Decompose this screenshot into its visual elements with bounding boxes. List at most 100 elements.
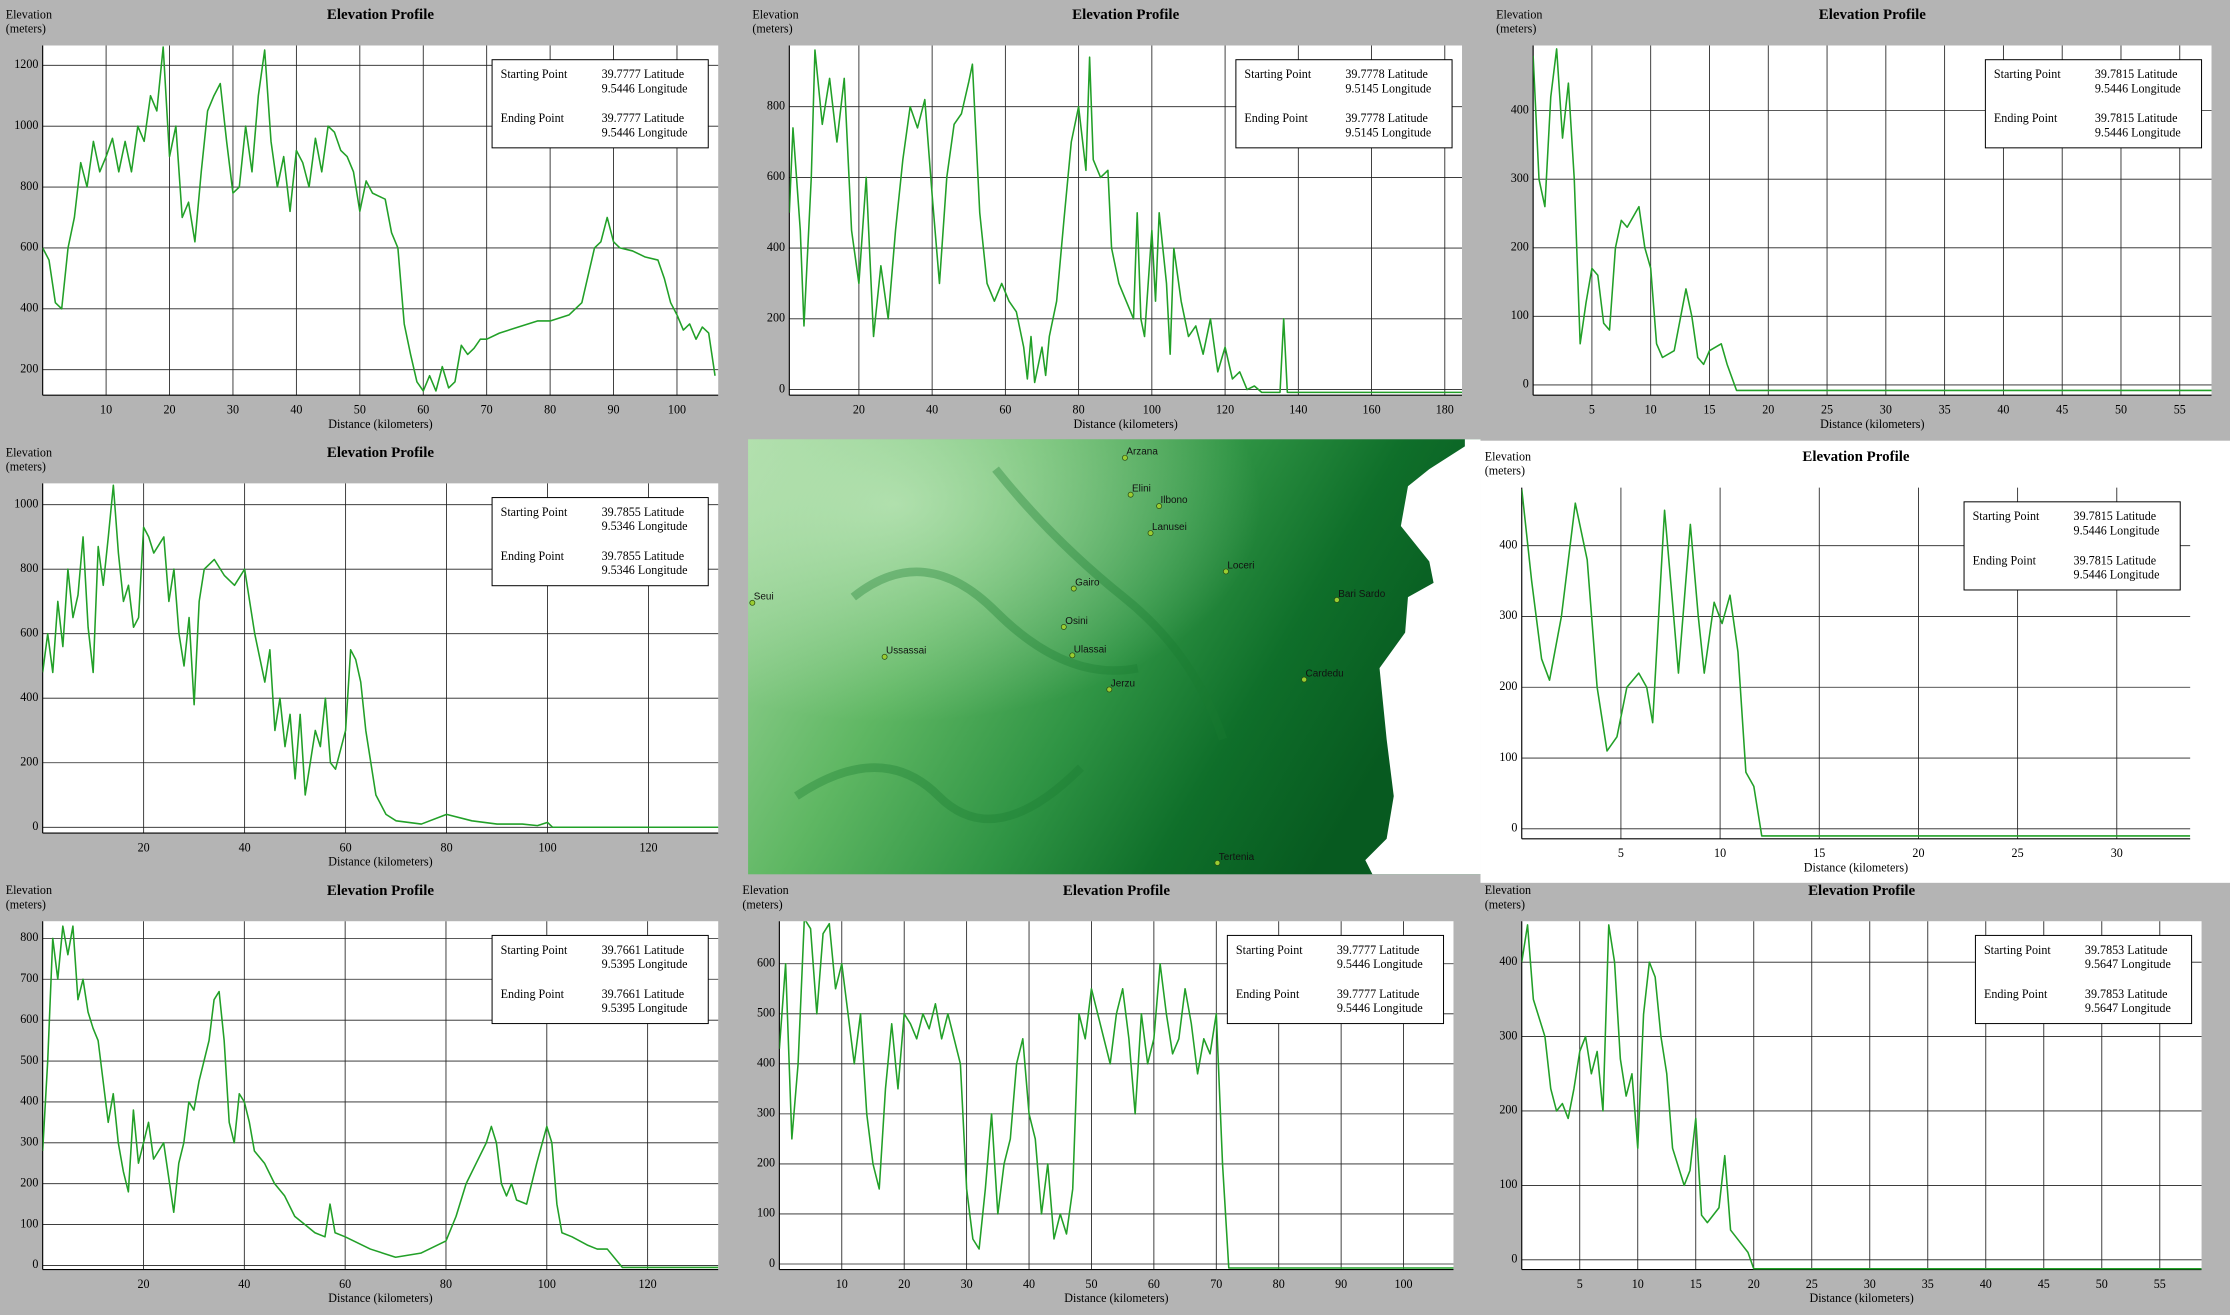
place-marker — [1106, 686, 1113, 693]
x-tick-label: 100 — [538, 1277, 556, 1291]
info-box — [1974, 934, 2193, 1025]
x-tick-label: 20 — [137, 1277, 149, 1291]
x-tick-label: 90 — [608, 403, 620, 417]
y-axis-label: (meters) — [6, 897, 46, 911]
y-tick-label: 400 — [1511, 102, 1529, 116]
elevation-line — [1521, 924, 2202, 1270]
y-axis-label: Elevation — [6, 445, 52, 459]
x-tick-label: 15 — [1813, 846, 1825, 860]
y-axis-label: (meters) — [1496, 22, 1536, 36]
chart-title: Elevation Profile — [327, 7, 434, 23]
x-tick-label: 10 — [1645, 403, 1657, 417]
y-tick-label: 700 — [20, 971, 38, 985]
y-axis-label: (meters) — [1485, 897, 1525, 911]
info-text: Ending Point — [501, 987, 565, 1001]
x-tick-label: 5 — [1618, 846, 1624, 860]
y-tick-label: 200 — [20, 361, 38, 375]
y-tick-label: 200 — [1499, 679, 1517, 693]
x-tick-label: 30 — [961, 1277, 973, 1291]
chart-title: Elevation Profile — [1819, 7, 1926, 23]
info-text: 9.5395 Longitude — [602, 1001, 688, 1015]
info-box — [491, 934, 709, 1025]
x-tick-label: 10 — [836, 1277, 848, 1291]
chart-title: Elevation Profile — [1802, 449, 1909, 465]
elevation-chart: Elevation Profile Elevation(meters) Distan… — [6, 7, 719, 431]
elevation-chart: Elevation Profile Elevation(meters) Distan… — [6, 445, 719, 869]
info-text: 9.5446 Longitude — [602, 81, 688, 95]
y-tick-label: 600 — [20, 240, 38, 254]
elevation-line — [779, 921, 1454, 1269]
x-tick-label: 30 — [1864, 1277, 1876, 1291]
y-tick-label: 600 — [20, 625, 38, 639]
y-tick-label: 800 — [20, 930, 38, 944]
info-text: Starting Point — [501, 943, 568, 957]
info-text: 39.7777 Latitude — [1337, 943, 1420, 957]
y-tick-label: 200 — [20, 755, 38, 769]
y-tick-label: 800 — [20, 561, 38, 575]
info-text: Ending Point — [1994, 111, 2058, 125]
x-axis-label: Distance (kilometers) — [328, 1291, 432, 1305]
x-tick-label: 50 — [1085, 1277, 1097, 1291]
x-tick-label: 70 — [1210, 1277, 1222, 1291]
chart-title: Elevation Profile — [327, 883, 434, 899]
info-text: 39.7815 Latitude — [2095, 67, 2178, 81]
x-tick-label: 40 — [238, 1277, 250, 1291]
place-marker — [881, 653, 888, 660]
y-tick-label: 200 — [757, 1156, 775, 1170]
x-tick-label: 80 — [440, 1277, 452, 1291]
y-tick-label: 400 — [1499, 954, 1517, 968]
x-tick-label: 40 — [239, 840, 251, 854]
info-text: 39.7855 Latitude — [602, 505, 685, 519]
x-tick-label: 50 — [2115, 403, 2127, 417]
y-axis-label: (meters) — [1485, 464, 1525, 478]
info-box — [1226, 934, 1445, 1025]
info-text: 9.5446 Longitude — [2074, 568, 2160, 582]
x-tick-label: 5 — [1577, 1277, 1583, 1291]
y-tick-label: 800 — [20, 179, 38, 193]
info-text: 9.5446 Longitude — [1337, 1001, 1423, 1015]
y-tick-label: 100 — [20, 1216, 38, 1230]
info-box — [491, 59, 709, 149]
info-text: Starting Point — [1236, 943, 1303, 957]
info-text: 9.5346 Longitude — [602, 563, 688, 577]
place-marker — [1060, 624, 1067, 630]
y-tick-label: 500 — [757, 1006, 775, 1020]
y-tick-label: 400 — [757, 1056, 775, 1070]
x-tick-label: 25 — [2012, 846, 2024, 860]
elevation-chart: Elevation Profile Elevation(meters) Distan… — [1496, 7, 2212, 431]
elevation-line — [42, 925, 719, 1269]
y-tick-label: 200 — [1511, 240, 1529, 254]
y-tick-label: 100 — [757, 1206, 775, 1220]
x-tick-label: 20 — [1748, 1277, 1760, 1291]
info-text: Starting Point — [1244, 67, 1311, 81]
x-tick-label: 45 — [2056, 403, 2068, 417]
x-tick-label: 60 — [999, 403, 1011, 417]
y-tick-label: 1000 — [14, 118, 38, 132]
elevation-chart: Elevation Profile Elevation(meters) Distan… — [1485, 449, 2191, 874]
x-tick-label: 35 — [1922, 1277, 1934, 1291]
y-tick-label: 300 — [1499, 608, 1517, 622]
info-text: Starting Point — [501, 505, 568, 519]
y-tick-label: 600 — [757, 956, 775, 970]
y-tick-label: 100 — [1499, 750, 1517, 764]
info-text: 39.7777 Latitude — [1337, 987, 1420, 1001]
x-tick-label: 120 — [639, 1277, 657, 1291]
elevation-chart: Elevation Profile Elevation(meters) Distan… — [1485, 883, 2202, 1305]
y-tick-label: 0 — [769, 1256, 775, 1270]
info-text: 9.5145 Longitude — [1345, 125, 1431, 139]
info-text: 9.5647 Longitude — [2085, 1001, 2171, 1015]
x-tick-label: 10 — [1714, 846, 1726, 860]
place-label: Ulassai — [1074, 644, 1107, 655]
chart-title: Elevation Profile — [1063, 883, 1170, 899]
x-tick-label: 55 — [2154, 1277, 2166, 1291]
info-text: Ending Point — [501, 549, 565, 563]
x-tick-label: 10 — [100, 403, 112, 417]
info-text: 39.7661 Latitude — [602, 943, 685, 957]
y-axis-label: (meters) — [742, 897, 782, 911]
x-tick-label: 15 — [1703, 403, 1715, 417]
y-axis-label: Elevation — [742, 883, 788, 897]
y-tick-label: 300 — [1511, 171, 1529, 185]
place-label: Jerzu — [1111, 678, 1135, 689]
